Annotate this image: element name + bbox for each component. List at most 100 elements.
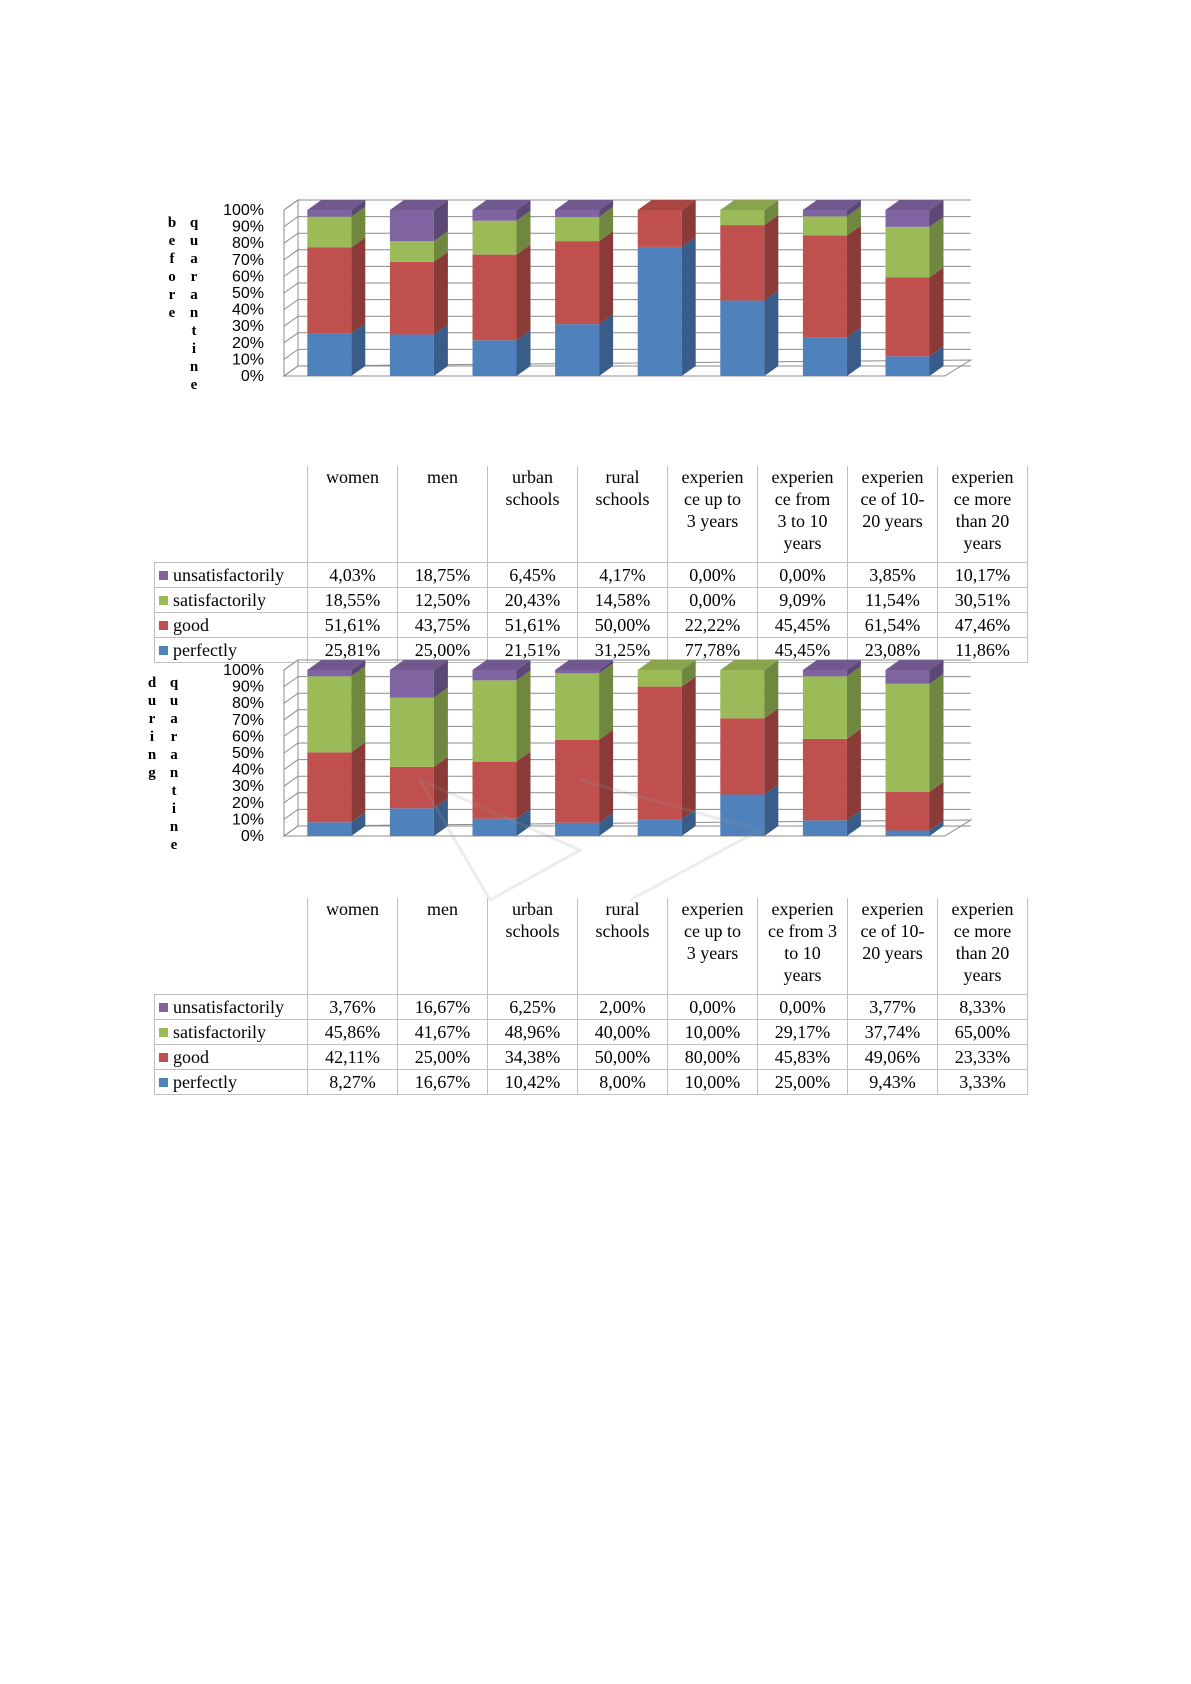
bar-top xyxy=(555,200,614,210)
title-letter: d xyxy=(147,675,157,691)
data-label: 37,74% xyxy=(847,1019,938,1045)
title-letter: r xyxy=(170,729,178,745)
y-tick-label: 0% xyxy=(241,828,264,845)
x-tick-line: experien xyxy=(771,899,834,919)
title-letter: t xyxy=(171,783,177,799)
bar-side-satisfactorily xyxy=(846,206,861,236)
bar-segment-perfectly xyxy=(472,818,517,836)
data-label: 22,22% xyxy=(667,612,758,638)
bar-side-perfectly xyxy=(516,330,531,376)
data-label: 0,00% xyxy=(757,562,848,588)
bar-side-good xyxy=(929,267,944,357)
bar-side-unsatisfactorily xyxy=(433,200,448,242)
data-table: women men urban schools rural schools experien… xyxy=(154,898,1028,1095)
legend-label: perfectly xyxy=(173,639,237,660)
data-label: 0,00% xyxy=(667,587,758,613)
title-letter: e xyxy=(168,305,176,321)
data-label: 50,00% xyxy=(577,1044,668,1070)
title-letter: e xyxy=(170,837,178,853)
x-tick-line: than 20 xyxy=(955,511,1010,531)
x-tick-line: ce from 3 xyxy=(768,921,837,941)
data-label: 48,96% xyxy=(487,1019,578,1045)
data-label: 65,00% xyxy=(937,1019,1028,1045)
x-tick-label: experien ce from 3 to 10 years xyxy=(757,898,848,995)
legend-entry: good xyxy=(154,1044,308,1070)
bar-segment-perfectly xyxy=(307,333,352,376)
bar-side-unsatisfactorily xyxy=(599,660,614,674)
legend-entry: unsatisfactorily xyxy=(154,994,308,1020)
x-tick-label: women xyxy=(307,898,398,995)
bar-segment-good xyxy=(885,791,930,831)
gridline xyxy=(283,692,971,704)
y-tick-label: 50% xyxy=(232,745,264,762)
bar-side-unsatisfactorily xyxy=(846,660,861,677)
title-letter: f xyxy=(169,251,175,267)
table-row: unsatisfactorily 3,76% 16,67% 6,25% 2,00% 0,0… xyxy=(154,994,1028,1020)
y-tick-label: 40% xyxy=(232,762,264,779)
bar-segment-good xyxy=(637,210,682,247)
bar-side-perfectly xyxy=(681,236,696,376)
bar-top xyxy=(389,200,448,210)
legend-swatch xyxy=(159,1027,168,1037)
bar-segment-unsatisfactorily xyxy=(885,210,930,227)
table-row: good 51,61% 43,75% 51,61% 50,00% 22,22% 45,45%… xyxy=(154,612,1028,638)
bar-segment-perfectly xyxy=(555,324,600,376)
bar-top xyxy=(720,200,779,211)
title-letter: i xyxy=(171,801,177,817)
bar-side-perfectly xyxy=(764,784,779,836)
bar-top xyxy=(637,200,696,210)
data-label: 23,33% xyxy=(937,1044,1028,1070)
x-tick-line: experien xyxy=(861,467,924,487)
x-tick-label: experien ce up to 3 years xyxy=(667,466,758,563)
gridline xyxy=(283,742,971,754)
data-label: 51,61% xyxy=(307,612,398,638)
data-label: 3,77% xyxy=(847,994,938,1020)
data-label: 25,00% xyxy=(757,1069,848,1095)
bar-segment-good xyxy=(472,761,517,819)
bar-top xyxy=(802,660,861,670)
bar-segment-satisfactorily xyxy=(307,676,352,753)
data-label: 16,67% xyxy=(397,994,488,1020)
bar-side-satisfactorily xyxy=(351,206,366,248)
bar-side-unsatisfactorily xyxy=(433,659,448,698)
x-tick-line: rural xyxy=(605,899,640,919)
data-label: 11,54% xyxy=(847,587,938,613)
data-label: 41,67% xyxy=(397,1019,488,1045)
bar-segment-perfectly xyxy=(885,356,930,376)
title-letter: e xyxy=(190,377,198,393)
data-label: 40,00% xyxy=(577,1019,668,1045)
bar-segment-perfectly xyxy=(720,794,765,836)
y-tick-label: 40% xyxy=(232,302,264,319)
y-tick-label: 60% xyxy=(232,268,264,285)
bar-side-perfectly xyxy=(351,323,366,376)
title-letter: i xyxy=(191,341,197,357)
x-tick-label: urban schools xyxy=(487,466,578,563)
data-label: 43,75% xyxy=(397,612,488,638)
bar-side-satisfactorily xyxy=(599,206,614,242)
x-tick-label: experien ce more than 20 years xyxy=(937,898,1028,995)
data-label: 10,42% xyxy=(487,1069,578,1095)
data-label: 42,11% xyxy=(307,1044,398,1070)
bar-segment-satisfactorily xyxy=(802,216,847,236)
x-tick-line: women xyxy=(326,899,379,919)
data-label: 0,00% xyxy=(757,994,848,1020)
title-letter: r xyxy=(148,711,156,727)
x-tick-label: experien ce more than 20 years xyxy=(937,466,1028,563)
gridline xyxy=(283,659,971,671)
x-tick-line: years xyxy=(783,533,822,553)
y-tick-label: 90% xyxy=(232,219,264,236)
bar-side-perfectly xyxy=(516,808,531,836)
x-tick-label: women xyxy=(307,466,398,563)
data-table: women men urban schools rural schools experien… xyxy=(154,466,1028,663)
y-tick-label: 10% xyxy=(232,811,264,828)
y-tick-label: 30% xyxy=(232,778,264,795)
x-tick-label: urban schools xyxy=(487,898,578,995)
bar-side-satisfactorily xyxy=(433,231,448,262)
y-tick-label: 100% xyxy=(223,662,264,679)
table-row: good 42,11% 25,00% 34,38% 50,00% 80,00% 45,83%… xyxy=(154,1044,1028,1070)
data-label: 18,75% xyxy=(397,562,488,588)
bar-segment-satisfactorily xyxy=(802,676,847,739)
